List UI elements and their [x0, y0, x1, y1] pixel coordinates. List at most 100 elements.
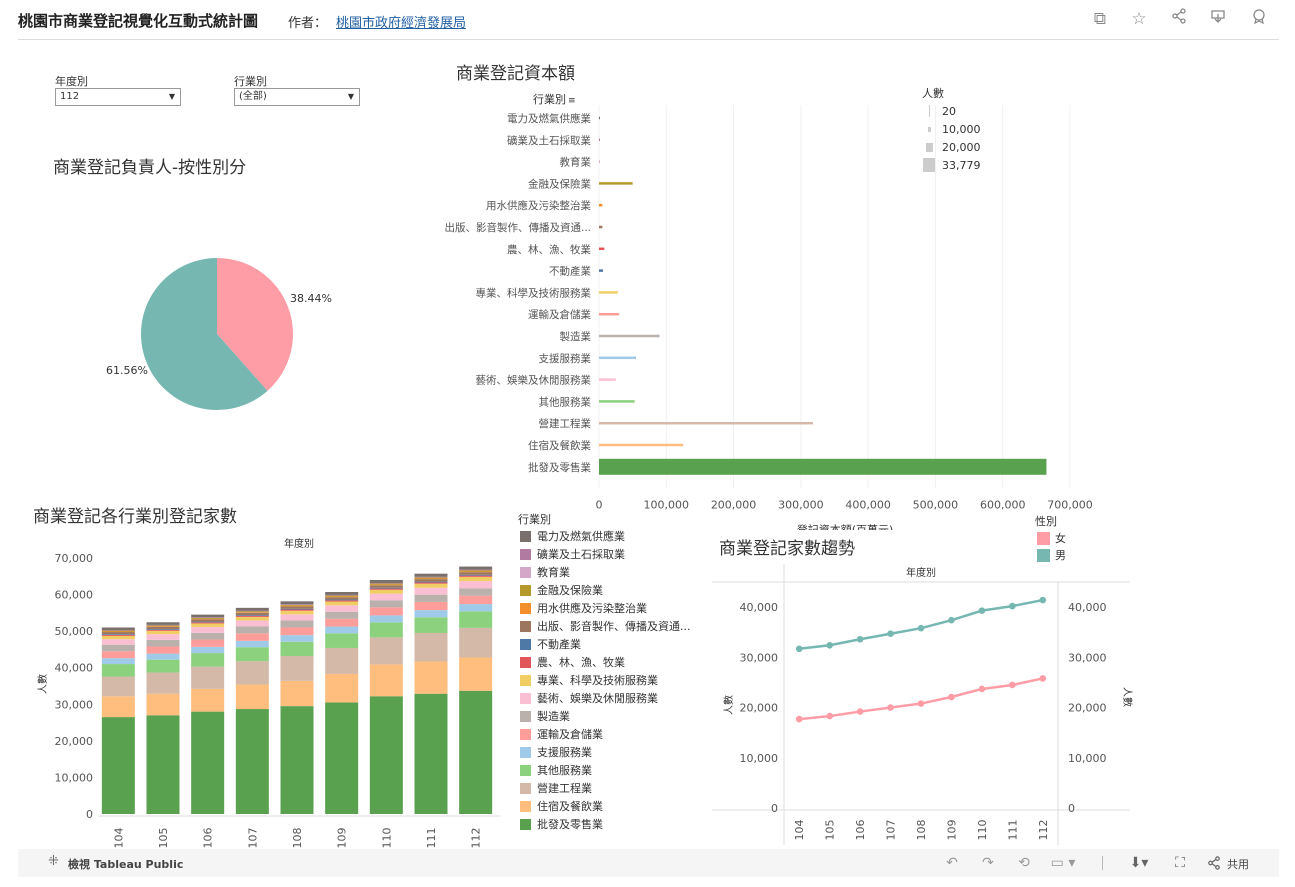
female-point[interactable] [856, 708, 864, 715]
industry-legend-item[interactable]: 運輸及倉儲業 [520, 725, 603, 743]
stacked-segment[interactable] [414, 587, 448, 595]
stacked-segment[interactable] [146, 715, 180, 814]
stacked-segment[interactable] [325, 647, 359, 674]
stacked-segment[interactable] [325, 605, 359, 612]
fullscreen-icon[interactable]: ⛶ [1175, 855, 1185, 871]
stacked-segment[interactable] [369, 696, 403, 814]
stacked-segment[interactable] [414, 594, 448, 602]
undo-icon[interactable]: ↶ [946, 855, 958, 871]
stacked-segment[interactable] [101, 664, 135, 677]
capital-bar[interactable] [599, 203, 603, 207]
stacked-segment[interactable] [191, 617, 225, 619]
stacked-segment[interactable] [101, 717, 135, 814]
stacked-segment[interactable] [101, 644, 135, 652]
stacked-segment[interactable] [235, 709, 269, 814]
female-point[interactable] [978, 685, 986, 693]
favorite-star-icon[interactable]: ☆ [1131, 9, 1147, 29]
industry-legend-item[interactable]: 其他服務業 [520, 761, 592, 779]
stacked-segment[interactable] [369, 637, 403, 665]
capital-bar[interactable] [599, 247, 605, 251]
gender-legend-item[interactable]: 女 [1037, 529, 1066, 547]
stacked-segment[interactable] [280, 635, 314, 642]
male-point[interactable] [826, 641, 833, 649]
stacked-segment[interactable] [101, 632, 135, 635]
stacked-segment[interactable] [191, 618, 225, 620]
stacked-segment[interactable] [191, 711, 225, 814]
stacked-segment[interactable] [280, 641, 314, 657]
stacked-segment[interactable] [146, 626, 180, 627]
stacked-segment[interactable] [146, 672, 180, 694]
female-point[interactable] [1009, 681, 1016, 689]
stacked-segment[interactable] [459, 575, 493, 577]
stacked-segment[interactable] [325, 601, 359, 606]
capital-bar[interactable] [599, 334, 660, 338]
stacked-segment[interactable] [369, 584, 403, 586]
stacked-segment[interactable] [459, 581, 493, 589]
capital-bar[interactable] [599, 116, 600, 120]
industry-legend-item[interactable]: 藝術、娛樂及休閒服務業 [520, 689, 658, 707]
stacked-segment[interactable] [146, 624, 180, 626]
stacked-segment[interactable] [235, 616, 269, 621]
stacked-segment[interactable] [146, 634, 180, 640]
female-point[interactable] [917, 700, 925, 707]
stacked-segment[interactable] [191, 646, 225, 654]
stacked-segment[interactable] [146, 629, 180, 631]
stacked-segment[interactable] [191, 622, 225, 624]
stacked-segment[interactable] [369, 593, 403, 601]
stacked-segment[interactable] [369, 600, 403, 608]
stacked-segment[interactable] [459, 627, 493, 658]
stacked-segment[interactable] [369, 585, 403, 588]
revert-icon[interactable]: ⟲ [1018, 855, 1030, 871]
stacked-segment[interactable] [325, 618, 359, 627]
share-button[interactable]: 共用 [1227, 858, 1249, 871]
stacked-segment[interactable] [369, 579, 403, 583]
stacked-segment[interactable] [325, 702, 359, 814]
stacked-segment[interactable] [325, 626, 359, 634]
stacked-segment[interactable] [414, 583, 448, 588]
sort-icon[interactable]: ≡ [568, 96, 576, 106]
male-point[interactable] [978, 607, 986, 614]
stacked-segment[interactable] [459, 571, 493, 573]
capital-bar[interactable] [599, 356, 637, 360]
stacked-segment[interactable] [146, 622, 180, 625]
industry-legend-item[interactable]: 住宿及餐飲業 [520, 797, 603, 815]
stacked-segment[interactable] [280, 610, 314, 615]
stacked-segment[interactable] [325, 599, 359, 601]
industry-legend-item[interactable]: 金融及保險業 [520, 581, 603, 599]
stacked-segment[interactable] [280, 605, 314, 607]
stacked-segment[interactable] [191, 623, 225, 627]
stacked-segment[interactable] [235, 626, 269, 634]
stacked-segment[interactable] [459, 588, 493, 596]
stacked-segment[interactable] [414, 693, 448, 814]
male-point[interactable] [795, 645, 803, 653]
pie-slice-female[interactable] [217, 258, 293, 391]
male-point[interactable] [1009, 602, 1016, 610]
male-point[interactable] [917, 624, 925, 632]
pause-updates-icon[interactable]: ▭ ▾ [1050, 855, 1076, 871]
gender-legend-item[interactable]: 男 [1037, 546, 1066, 564]
stacked-segment[interactable] [459, 569, 493, 571]
capital-bar[interactable] [599, 378, 616, 381]
stacked-segment[interactable] [235, 640, 269, 648]
stacked-segment[interactable] [146, 625, 180, 627]
male-point[interactable] [1039, 596, 1047, 604]
stacked-segment[interactable] [191, 688, 225, 712]
industry-legend-item[interactable]: 出版、影音製作、傳播及資通... [520, 617, 691, 635]
capital-bar[interactable] [599, 443, 684, 447]
stacked-segment[interactable] [414, 576, 448, 578]
stacked-segment[interactable] [235, 610, 269, 612]
stacked-segment[interactable] [369, 607, 403, 616]
stacked-segment[interactable] [101, 676, 135, 697]
stacked-segment[interactable] [325, 595, 359, 597]
industry-legend-item[interactable]: 支援服務業 [520, 743, 592, 761]
stacked-segment[interactable] [459, 690, 493, 814]
stacked-segment[interactable] [191, 619, 225, 622]
stacked-segment[interactable] [369, 583, 403, 585]
capital-bar[interactable] [599, 160, 600, 163]
capital-bar[interactable] [599, 269, 604, 272]
stacked-segment[interactable] [101, 634, 135, 636]
stacked-segment[interactable] [235, 612, 269, 615]
stacked-segment[interactable] [459, 566, 493, 570]
stacked-segment[interactable] [325, 611, 359, 619]
stacked-segment[interactable] [459, 574, 493, 576]
